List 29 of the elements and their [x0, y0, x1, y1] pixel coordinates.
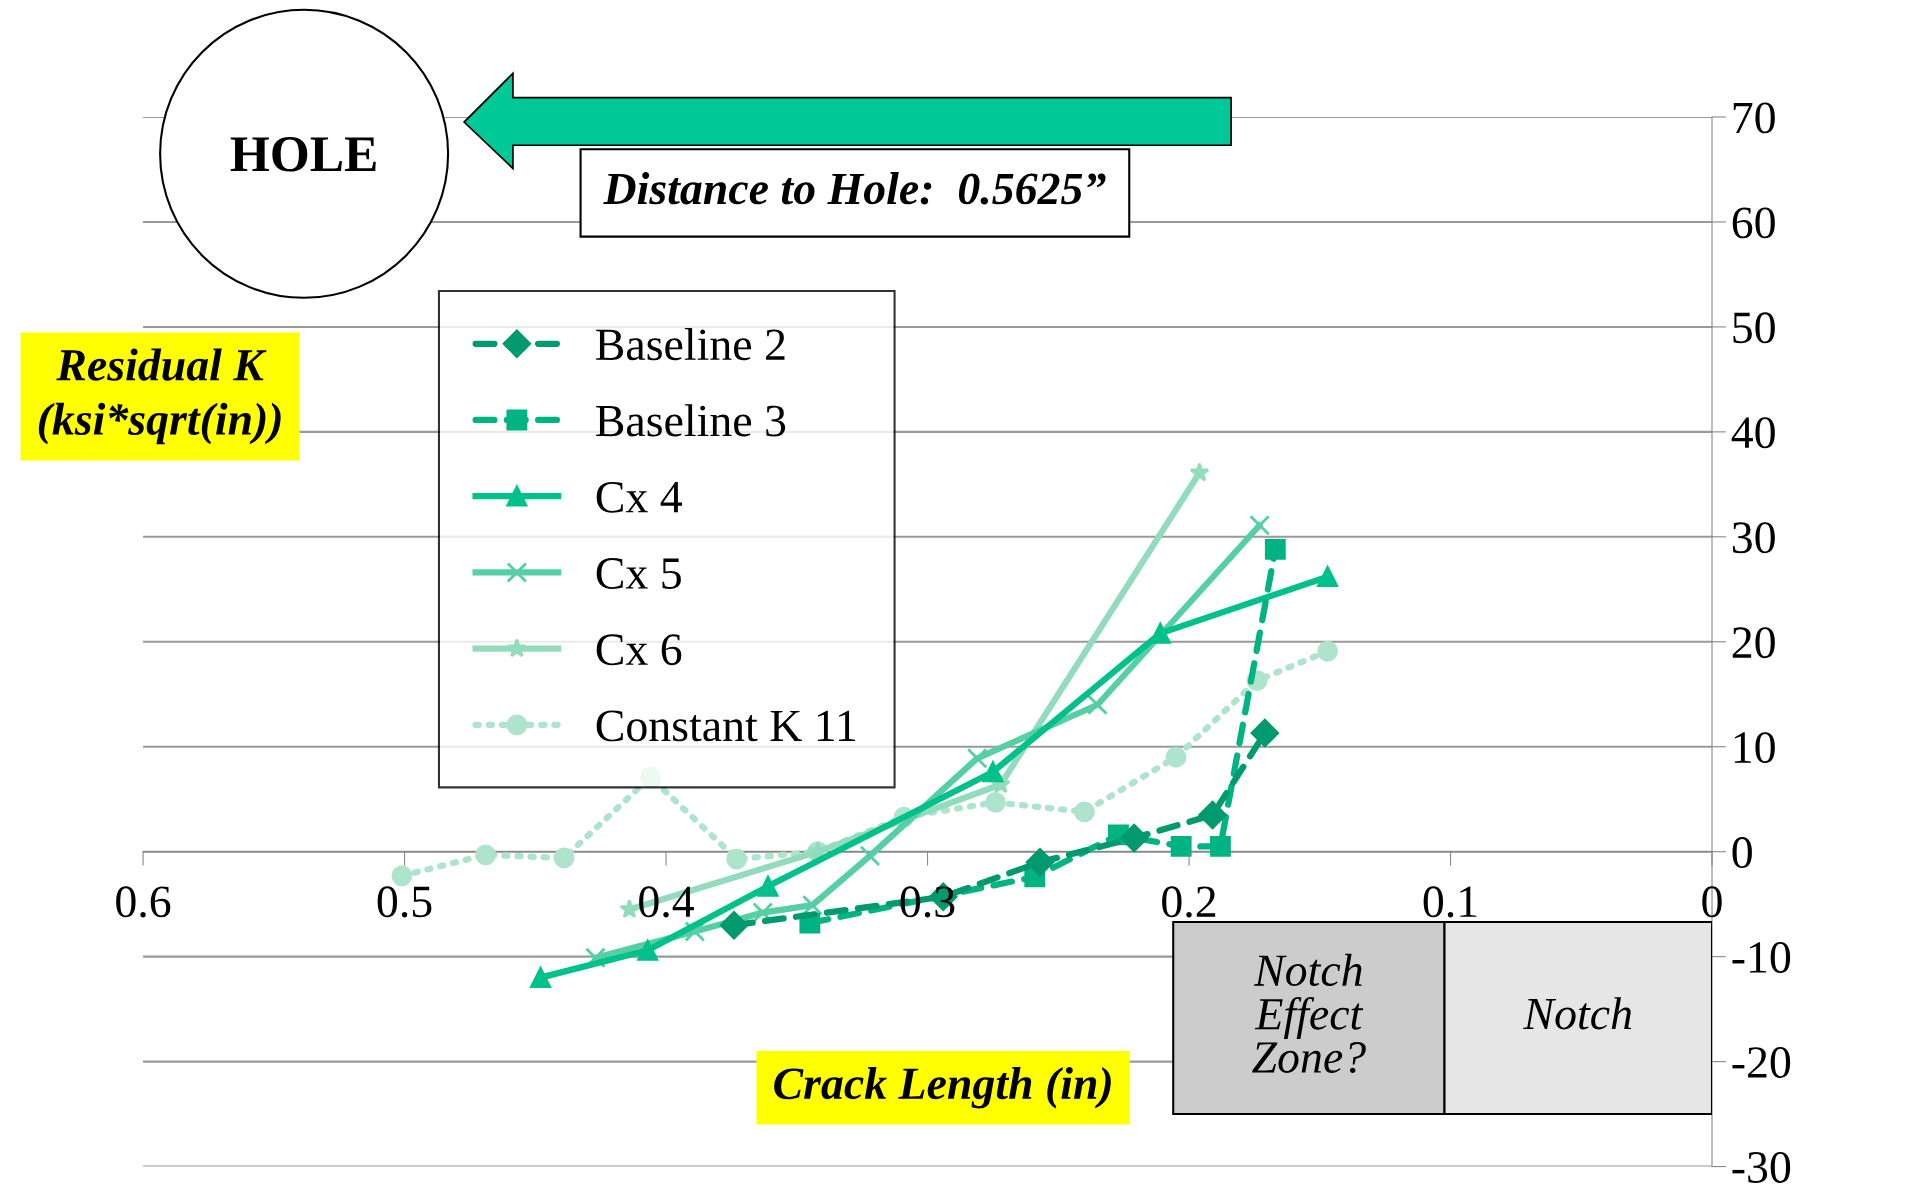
y-tick-label: 0 [1732, 837, 1752, 869]
annotation: Notch [1523, 997, 1632, 1030]
legend-label: Cx 4 [596, 481, 682, 513]
y-tick-label: 30 [1732, 522, 1775, 554]
y-tick-label: 60 [1732, 207, 1775, 239]
y-tick-label: 20 [1732, 627, 1775, 659]
legend-label: Constant K 11 [596, 710, 856, 742]
legend-label: Cx 5 [596, 558, 681, 589]
x-tick-label: 0 [1702, 886, 1722, 918]
x-tick-label: 0.4 [639, 886, 694, 918]
y-tick-label: -30 [1732, 1151, 1791, 1183]
y-tick-label: -20 [1732, 1047, 1791, 1078]
legend-label: Cx 6 [596, 634, 682, 666]
y-tick-label: -10 [1732, 942, 1791, 973]
y-tick-label: 70 [1733, 102, 1775, 134]
annotation: Notch Effect Zone? [1252, 953, 1366, 1074]
y-tick-label: 40 [1731, 417, 1775, 449]
x-axis-title: Crack Length (in) [774, 1066, 1111, 1109]
x-tick-label: 0.5 [377, 886, 432, 918]
y-tick-label: 10 [1734, 732, 1775, 764]
y-tick-label: 50 [1733, 312, 1775, 344]
legend-label: Baseline 2 [596, 328, 785, 361]
x-tick-label: 0.2 [1162, 886, 1216, 918]
legend-label: Baseline 3 [596, 404, 786, 437]
x-tick-label: 0.1 [1423, 886, 1477, 918]
annotation: HOLE [230, 137, 376, 172]
y-axis-title: Residual K (ksi*sqrt(in)) [38, 348, 281, 445]
x-tick-label: 0.6 [116, 886, 171, 918]
annotation: Distance to Hole: 0.5625” [603, 172, 1106, 205]
